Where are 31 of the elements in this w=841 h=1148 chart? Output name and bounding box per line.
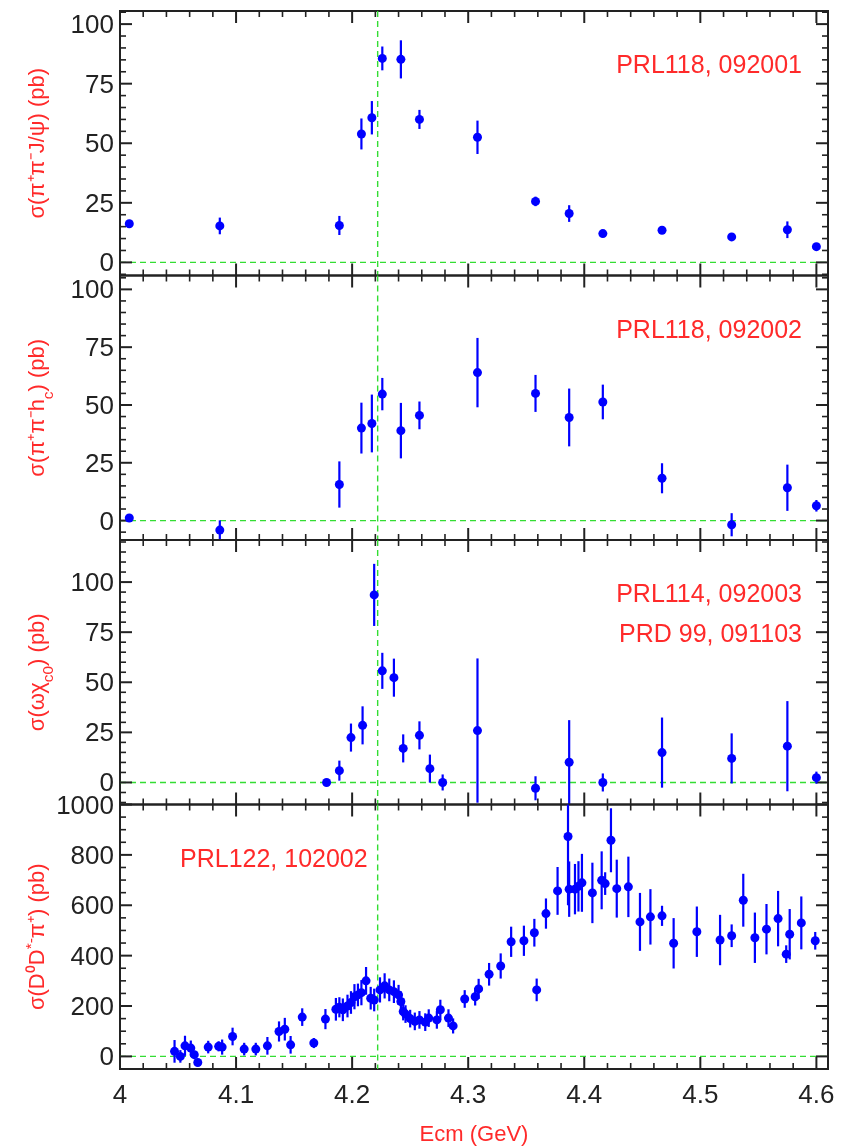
y-tick-label: 200 bbox=[70, 991, 114, 1022]
annotation: PRD 99, 091103 bbox=[619, 619, 802, 647]
x-tick-label: 4.6 bbox=[798, 1079, 835, 1109]
y-tick-label: 600 bbox=[70, 890, 114, 921]
y-tick-label: 25 bbox=[85, 447, 114, 478]
y-tick-label: 25 bbox=[85, 717, 114, 748]
y-tick-label: 0 bbox=[99, 505, 114, 536]
y-tick-label: 50 bbox=[85, 667, 114, 698]
x-tick-label: 4.5 bbox=[682, 1079, 719, 1109]
y-tick-label: 75 bbox=[85, 617, 114, 648]
y-tick-label: 75 bbox=[85, 332, 114, 363]
x-tick-label: 4 bbox=[112, 1079, 128, 1109]
x-tick-label: 4.1 bbox=[217, 1079, 255, 1109]
x-axis-title: Ecm (GeV) bbox=[419, 1121, 529, 1146]
x-tick-label: 4.2 bbox=[334, 1079, 371, 1109]
y-tick-label: 800 bbox=[70, 839, 114, 870]
annotation: PRL118, 092002 bbox=[616, 314, 802, 343]
annotation: PRL114, 092003 bbox=[616, 579, 802, 607]
y-tick-label: 400 bbox=[70, 940, 114, 971]
annotation: PRL122, 102002 bbox=[180, 843, 368, 872]
annotation: PRL118, 092001 bbox=[616, 50, 802, 78]
y-tick-label: 0 bbox=[99, 1041, 114, 1072]
x-tick-label: 4.3 bbox=[450, 1079, 487, 1109]
y-axis-title: σ(π⁺π⁻J/ψ) (pb) bbox=[24, 67, 49, 219]
y-tick-label: 100 bbox=[70, 9, 114, 40]
y-tick-label: 50 bbox=[85, 389, 114, 420]
y-tick-label: 75 bbox=[85, 68, 114, 99]
y-tick-label: 100 bbox=[70, 567, 114, 598]
y-tick-label: 50 bbox=[85, 128, 114, 159]
x-tick-label: 4.4 bbox=[566, 1079, 603, 1109]
y-tick-label: 25 bbox=[85, 187, 114, 218]
